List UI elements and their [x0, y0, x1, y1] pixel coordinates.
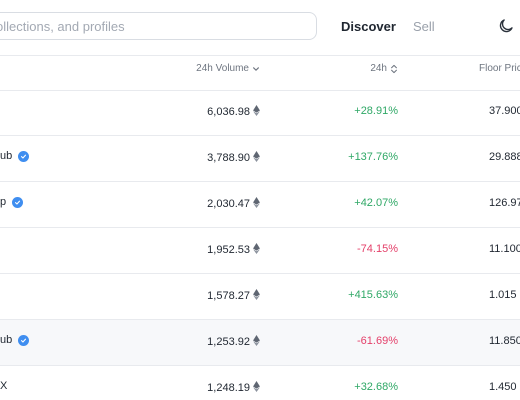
volume-cell: 1,253.92 [207, 335, 260, 349]
column-header-floor-label: Floor Price [479, 63, 520, 74]
volume-cell: 2,030.47 [207, 197, 260, 211]
chevron-down-icon [253, 66, 259, 71]
top-bar: ollections, and profiles Discover Sell [0, 0, 520, 56]
ethereum-icon [253, 289, 260, 303]
table-row[interactable]: X 1,248.19 +32.68% 1.450 [0, 366, 520, 400]
collection-name-text: ub [0, 334, 13, 346]
collection-name[interactable]: p [0, 196, 24, 208]
volume-value: 1,578.27 [207, 290, 250, 302]
table-row[interactable]: 6,036.98 +28.91% 37.900 [0, 90, 520, 136]
nav-discover[interactable]: Discover [341, 19, 396, 34]
volume-cell: 6,036.98 [207, 105, 260, 119]
collection-name[interactable]: ub [0, 150, 30, 162]
verified-badge-icon [12, 196, 24, 208]
collection-name[interactable]: X [0, 380, 7, 392]
ethereum-icon [253, 381, 260, 395]
volume-value: 1,248.19 [207, 382, 250, 394]
volume-cell: 1,578.27 [207, 289, 260, 303]
floor-price-value: 1.450 [489, 381, 517, 393]
ethereum-icon [253, 243, 260, 257]
floor-price-value: 11.850 [489, 335, 520, 347]
ethereum-icon [253, 197, 260, 211]
column-header-change[interactable]: 24h [370, 63, 398, 74]
volume-cell: 3,788.90 [207, 151, 260, 165]
ethereum-icon [253, 335, 260, 349]
floor-price-value: 126.978 [489, 197, 520, 209]
floor-price-value: 11.100 [489, 243, 520, 255]
collection-name-text: ub [0, 150, 13, 162]
verified-badge-icon [18, 150, 30, 162]
change-value: -74.15% [357, 243, 398, 255]
search-placeholder: ollections, and profiles [0, 19, 125, 34]
column-header-change-label: 24h [370, 63, 387, 74]
change-value: +28.91% [354, 105, 398, 117]
sort-icon [391, 64, 397, 73]
ethereum-icon [253, 151, 260, 165]
floor-price-value: 37.900 [489, 105, 520, 117]
volume-cell: 1,952.53 [207, 243, 260, 257]
volume-value: 3,788.90 [207, 152, 250, 164]
table-row[interactable]: 1,578.27 +415.63% 1.015 [0, 274, 520, 320]
change-value: +415.63% [348, 289, 398, 301]
table-row[interactable]: ub 3,788.90 +137.76% 29.888 [0, 136, 520, 182]
volume-value: 1,952.53 [207, 244, 250, 256]
volume-cell: 1,248.19 [207, 381, 260, 395]
column-header-volume-label: 24h Volume [196, 63, 249, 74]
nav-sell[interactable]: Sell [413, 19, 435, 34]
ethereum-icon [253, 105, 260, 119]
verified-badge-icon [18, 334, 30, 346]
collection-name[interactable]: ub [0, 334, 30, 346]
collection-name-text: p [0, 196, 7, 208]
floor-price-value: 29.888 [489, 151, 520, 163]
table-header: 24h Volume 24h Floor Price [0, 55, 520, 91]
change-value: +32.68% [354, 381, 398, 393]
table-row[interactable]: ub 1,253.92 -61.69% 11.850 [0, 320, 520, 366]
column-header-floor-price[interactable]: Floor Price [479, 63, 520, 74]
volume-value: 2,030.47 [207, 198, 250, 210]
floor-price-value: 1.015 [489, 289, 517, 301]
change-value: +137.76% [348, 151, 398, 163]
column-header-volume[interactable]: 24h Volume [196, 63, 260, 74]
collection-name-text: X [0, 380, 8, 392]
change-value: +42.07% [354, 197, 398, 209]
volume-value: 1,253.92 [207, 336, 250, 348]
change-value: -61.69% [357, 335, 398, 347]
volume-value: 6,036.98 [207, 106, 250, 118]
table-row[interactable]: p 2,030.47 +42.07% 126.978 [0, 182, 520, 228]
table-row[interactable]: 1,952.53 -74.15% 11.100 [0, 228, 520, 274]
moon-icon[interactable] [497, 17, 515, 35]
search-input[interactable]: ollections, and profiles [0, 12, 317, 40]
